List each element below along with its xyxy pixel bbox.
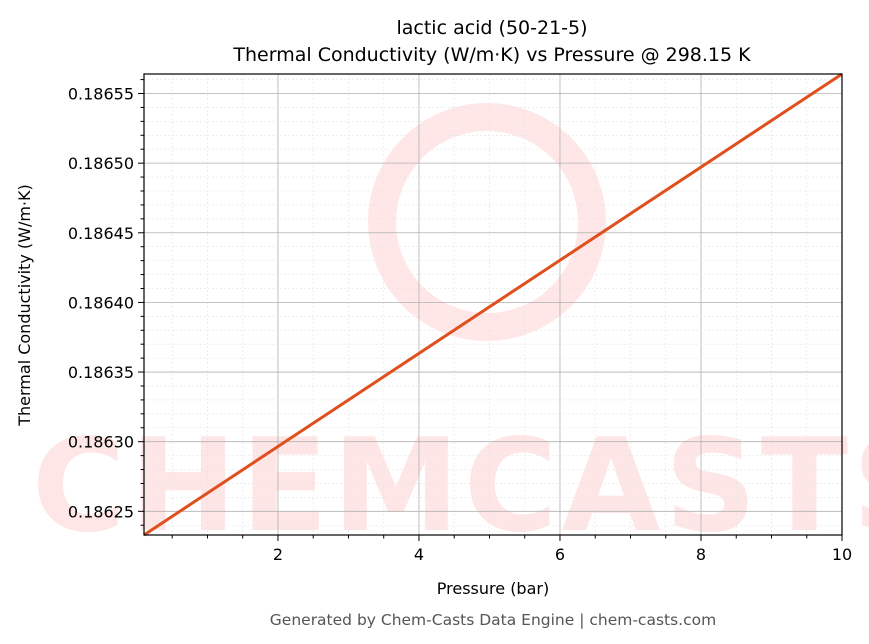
x-tick-label: 10 bbox=[832, 545, 852, 564]
footer-credit: Generated by Chem-Casts Data Engine | ch… bbox=[270, 611, 716, 629]
svg-text:CHEMCASTS: CHEMCASTS bbox=[32, 412, 869, 561]
x-tick-label: 4 bbox=[414, 545, 424, 564]
x-tick-label: 6 bbox=[555, 545, 565, 564]
series-line bbox=[143, 72, 843, 537]
chemcasts-watermark: CHEMCASTS bbox=[32, 103, 869, 561]
y-tick-label: 0.18655 bbox=[68, 84, 134, 103]
chart-title: lactic acid (50-21-5) bbox=[396, 17, 587, 39]
y-tick-label: 0.18625 bbox=[68, 502, 134, 521]
x-axis-label: Pressure (bar) bbox=[437, 579, 549, 598]
y-tick-label: 0.18635 bbox=[68, 363, 134, 382]
plot-frame bbox=[143, 73, 843, 536]
y-tick-label: 0.18640 bbox=[68, 293, 134, 312]
y-tick-label: 0.18650 bbox=[68, 154, 134, 173]
x-tick-label: 8 bbox=[696, 545, 706, 564]
y-axis-label: Thermal Conductivity (W/m·K) bbox=[15, 184, 34, 427]
y-tick-label: 0.18645 bbox=[68, 224, 134, 243]
chart-subtitle: Thermal Conductivity (W/m·K) vs Pressure… bbox=[232, 44, 751, 66]
y-tick-label: 0.18630 bbox=[68, 433, 134, 452]
x-tick-label: 2 bbox=[273, 545, 283, 564]
